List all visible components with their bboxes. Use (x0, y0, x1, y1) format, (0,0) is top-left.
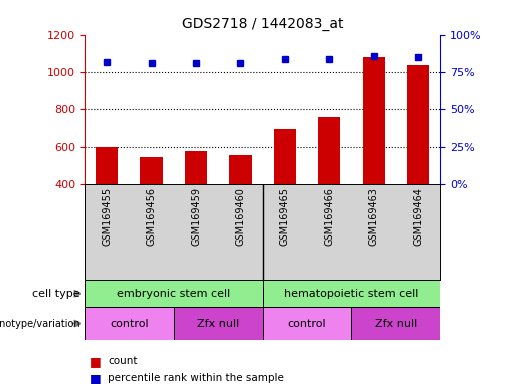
Text: percentile rank within the sample: percentile rank within the sample (108, 373, 284, 383)
Text: hematopoietic stem cell: hematopoietic stem cell (284, 289, 419, 299)
Bar (351, 307, 440, 340)
Bar (318, 117, 340, 184)
Text: GSM169459: GSM169459 (191, 187, 201, 246)
Bar (407, 65, 429, 184)
Text: GSM169465: GSM169465 (280, 187, 290, 246)
Text: Zfx null: Zfx null (375, 318, 417, 329)
Text: GSM169464: GSM169464 (413, 187, 423, 246)
Text: control: control (288, 318, 327, 329)
Text: GSM169466: GSM169466 (324, 187, 334, 246)
Bar (174, 307, 263, 340)
Text: Zfx null: Zfx null (197, 318, 239, 329)
Bar (85, 307, 174, 340)
Text: GSM169456: GSM169456 (147, 187, 157, 246)
Title: GDS2718 / 1442083_at: GDS2718 / 1442083_at (182, 17, 344, 31)
Text: GSM169463: GSM169463 (369, 187, 379, 246)
Bar (263, 307, 351, 340)
Text: cell type: cell type (32, 289, 80, 299)
Text: control: control (110, 318, 149, 329)
Text: GSM169460: GSM169460 (235, 187, 246, 246)
Bar (85, 280, 263, 307)
Text: count: count (108, 356, 138, 366)
Bar (274, 129, 296, 184)
Text: GSM169455: GSM169455 (102, 187, 112, 246)
Text: genotype/variation: genotype/variation (0, 318, 80, 329)
Text: ■: ■ (90, 372, 102, 384)
Bar (229, 155, 251, 184)
Text: ■: ■ (90, 355, 102, 368)
Text: embryonic stem cell: embryonic stem cell (117, 289, 230, 299)
Bar (141, 157, 163, 184)
Bar (96, 147, 118, 184)
Bar (185, 151, 207, 184)
Bar (263, 280, 440, 307)
Bar (363, 57, 385, 184)
